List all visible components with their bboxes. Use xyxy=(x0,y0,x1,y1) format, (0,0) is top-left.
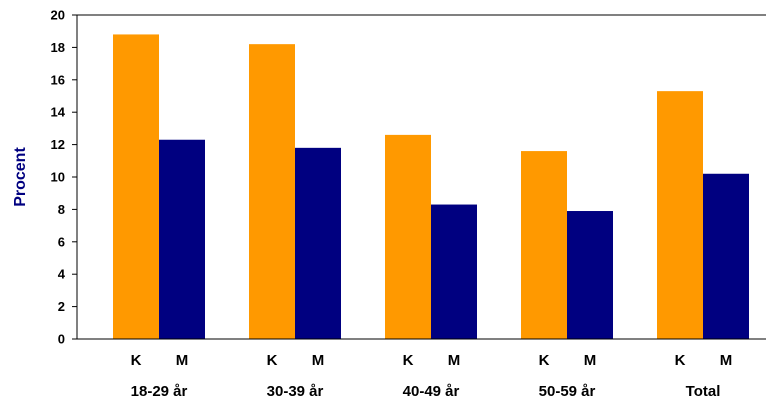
y-tick-label: 0 xyxy=(58,332,65,347)
y-tick-label: 14 xyxy=(51,105,66,120)
y-tick-label: 2 xyxy=(58,299,65,314)
x-axis-labels: K M 18-29 år K M 30-39 år K M 40-49 år K M 50-59 år… xyxy=(131,352,733,400)
series-label-m: M xyxy=(448,352,461,369)
bars xyxy=(113,34,749,339)
series-label-k: K xyxy=(403,352,414,369)
y-tick-label: 20 xyxy=(51,8,65,23)
category-label: 30-39 år xyxy=(267,383,324,400)
y-tick-label: 18 xyxy=(51,40,65,55)
y-axis-ticks: 0 2 4 6 8 10 12 14 16 18 20 xyxy=(51,8,77,347)
series-label-m: M xyxy=(584,352,597,369)
series-label-m: M xyxy=(720,352,733,369)
y-tick-label: 12 xyxy=(51,137,65,152)
series-label-k: K xyxy=(131,352,142,369)
bar-k-2 xyxy=(249,44,295,339)
bar-k-4 xyxy=(521,151,567,339)
bar-k-1 xyxy=(113,34,159,339)
category-label: 40-49 år xyxy=(403,383,460,400)
series-label-k: K xyxy=(539,352,550,369)
series-label-m: M xyxy=(312,352,325,369)
y-tick-label: 4 xyxy=(58,267,66,282)
series-label-k: K xyxy=(675,352,686,369)
y-axis-title: Procent xyxy=(12,147,29,207)
category-label: 18-29 år xyxy=(131,383,188,400)
y-tick-label: 6 xyxy=(58,234,65,249)
series-label-m: M xyxy=(176,352,189,369)
category-label: Total xyxy=(686,383,721,400)
bar-m-3 xyxy=(431,204,477,339)
y-tick-label: 10 xyxy=(51,170,65,185)
series-label-k: K xyxy=(267,352,278,369)
bar-k-5 xyxy=(657,91,703,339)
y-tick-label: 16 xyxy=(51,72,65,87)
bar-m-4 xyxy=(567,211,613,339)
bar-k-3 xyxy=(385,134,431,339)
bar-m-5 xyxy=(703,173,749,339)
bar-m-2 xyxy=(295,147,341,339)
bar-m-1 xyxy=(159,139,205,339)
y-tick-label: 8 xyxy=(58,202,65,217)
category-label: 50-59 år xyxy=(539,383,596,400)
